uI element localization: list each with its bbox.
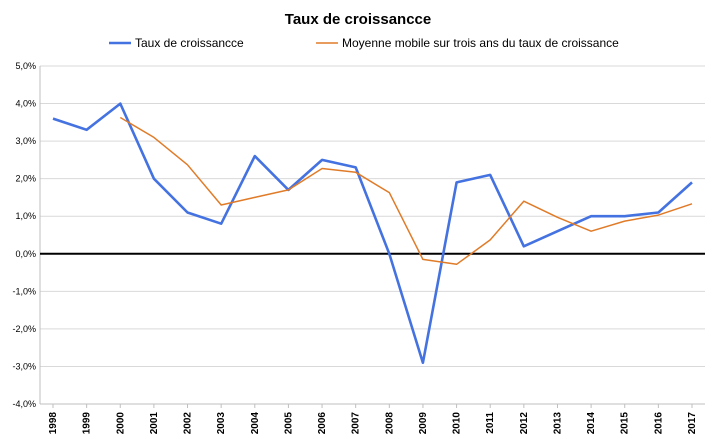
legend-label: Moyenne mobile sur trois ans du taux de … — [342, 36, 619, 50]
series-line-2 — [119, 116, 693, 266]
y-tick-label: 1,0% — [15, 211, 36, 221]
x-tick-label: 1999 — [82, 412, 93, 435]
legend: Taux de croissancce Moyenne mobile sur tr… — [109, 36, 619, 50]
axes — [39, 66, 705, 405]
y-tick-label: -4,0% — [12, 399, 36, 409]
x-tick-label: 2011 — [485, 412, 496, 434]
x-tick-label: 1998 — [48, 412, 59, 435]
x-tick-label: 2008 — [384, 412, 395, 435]
x-tick-label: 2004 — [250, 412, 261, 435]
x-tick-label: 2010 — [452, 412, 463, 435]
legend-label: Taux de croissancce — [135, 36, 244, 50]
x-tick-label: 2005 — [283, 412, 294, 435]
x-tick-label: 2017 — [687, 412, 698, 435]
x-tick-label: 2015 — [620, 412, 631, 435]
y-axis-ticks: 5,0% 4,0% 3,0% 2,0% 1,0% 0,0% -1,0% -2,0% -3,0% -… — [12, 61, 36, 409]
x-tick-label: 2016 — [653, 412, 664, 435]
series-lines — [52, 102, 693, 365]
x-tick-label: 2014 — [586, 412, 597, 435]
x-tick-label: 2000 — [115, 412, 126, 435]
x-axis-ticks: 1998 1999 2000 2001 2002 2003 2004 2005 2006 2007… — [48, 404, 698, 434]
x-tick-label: 2006 — [317, 412, 328, 435]
x-tick-label: 2001 — [149, 412, 160, 435]
x-tick-label: 2012 — [519, 412, 530, 435]
x-tick-label: 2003 — [216, 412, 227, 435]
y-tick-label: -1,0% — [12, 286, 36, 296]
y-tick-label: 5,0% — [15, 61, 36, 71]
chart-title: Taux de croissancce — [285, 11, 431, 28]
series-line-1 — [52, 102, 693, 365]
x-tick-label: 2013 — [552, 412, 563, 435]
y-tick-label: 3,0% — [15, 136, 36, 146]
x-tick-label: 2007 — [351, 412, 362, 435]
x-tick-label: 2002 — [183, 412, 194, 435]
y-tick-label: 0,0% — [15, 249, 36, 259]
y-tick-label: -2,0% — [12, 324, 36, 334]
y-tick-label: -3,0% — [12, 361, 36, 371]
y-tick-label: 2,0% — [15, 174, 36, 184]
y-tick-label: 4,0% — [15, 99, 36, 109]
x-tick-label: 2009 — [418, 412, 429, 435]
